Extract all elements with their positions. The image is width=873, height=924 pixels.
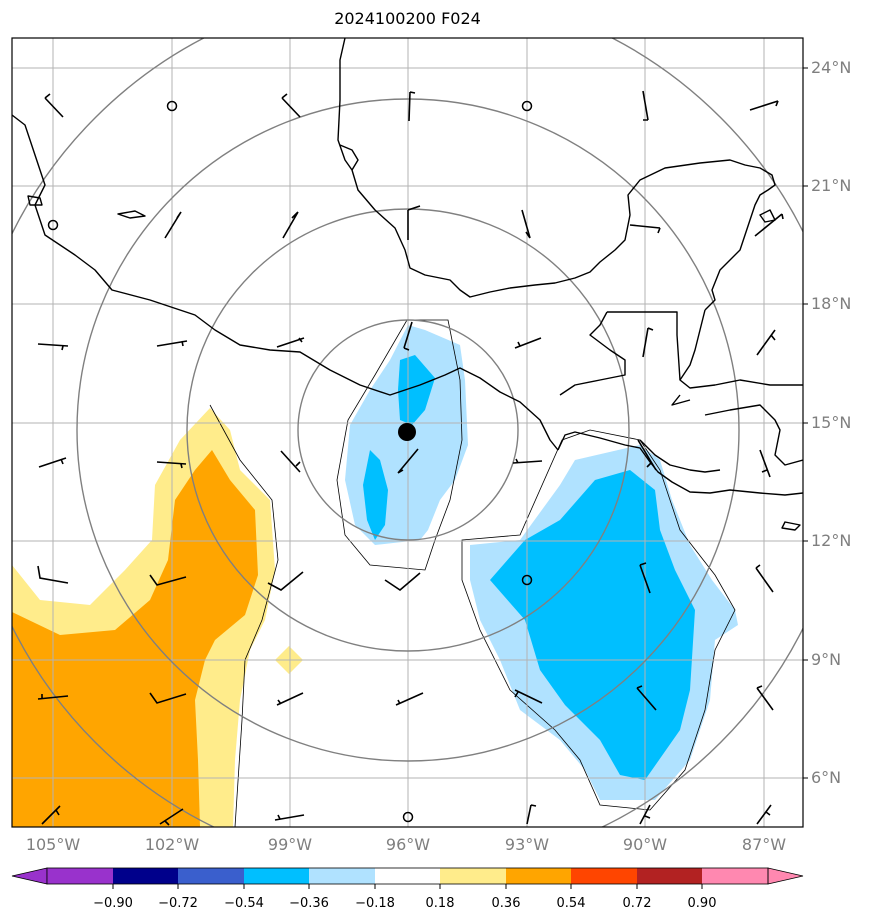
colorbar-segment: [178, 868, 244, 884]
colorbar-extend-high: [767, 867, 804, 885]
colorbar-label: 0.72: [623, 896, 652, 911]
colorbar-ticks: [112, 884, 703, 889]
contour-outline-east: [461, 429, 736, 811]
colorbar-label: 0.18: [426, 896, 455, 911]
lon-label: 99°W: [268, 835, 312, 854]
wind-barbs: [37, 90, 784, 826]
contour-outline-west: [209, 404, 279, 827]
colorbar-segment: [440, 868, 506, 884]
colorbar-extend-low: [11, 867, 48, 885]
colorbar-segment: [113, 868, 178, 884]
lat-label: 21°N: [811, 176, 851, 195]
positive-anomaly-strong: [12, 450, 258, 827]
lat-label: 24°N: [811, 58, 851, 77]
lon-label: 90°W: [623, 835, 667, 854]
lon-label: 102°W: [145, 835, 200, 854]
coastlines: [12, 38, 803, 531]
colorbar-label: 0.90: [688, 896, 717, 911]
lat-label: 18°N: [811, 294, 851, 313]
map-area: [12, 38, 803, 827]
negative-anomaly-east-strong: [490, 470, 695, 780]
colorbar-label: −0.18: [355, 896, 395, 911]
lon-label: 96°W: [386, 835, 430, 854]
negative-anomaly-central-strong-2: [363, 450, 388, 540]
colorbar-label: 0.36: [492, 896, 521, 911]
lat-label: 9°N: [811, 650, 841, 669]
colorbar-segment: [309, 868, 375, 884]
colorbar-frame: [46, 867, 769, 885]
graticule: [12, 38, 803, 827]
colorbar-segment: [702, 868, 768, 884]
lat-ticks: [803, 67, 808, 779]
colorbar-segment: [506, 868, 571, 884]
lon-label: 93°W: [505, 835, 549, 854]
map-frame: [11, 37, 804, 828]
contour-outline-central: [336, 319, 463, 571]
negative-anomaly-central-strong: [398, 355, 435, 425]
colorbar-label: −0.72: [158, 896, 198, 911]
colorbar-segment: [47, 868, 113, 884]
colorbar-label: −0.90: [93, 896, 133, 911]
colorbar-label: −0.54: [224, 896, 264, 911]
colorbar-segment: [375, 868, 440, 884]
colorbar-label: −0.36: [289, 896, 329, 911]
lon-label: 87°W: [742, 835, 786, 854]
colorbar-segment: [571, 868, 637, 884]
colorbar: −0.90 −0.72 −0.54 −0.36 −0.18 0.18 0.36 …: [11, 867, 804, 911]
range-rings: [12, 38, 803, 827]
map-title: 2024100200 F024: [334, 9, 481, 28]
colorbar-label: 0.54: [557, 896, 586, 911]
lat-label: 6°N: [811, 768, 841, 787]
lat-label: 15°N: [811, 413, 851, 432]
station-markers: [47, 100, 533, 823]
lon-label: 105°W: [26, 835, 81, 854]
storm-center-marker: [398, 423, 416, 441]
colorbar-segment: [637, 868, 702, 884]
lat-label: 12°N: [811, 531, 851, 550]
colorbar-segment: [244, 868, 309, 884]
